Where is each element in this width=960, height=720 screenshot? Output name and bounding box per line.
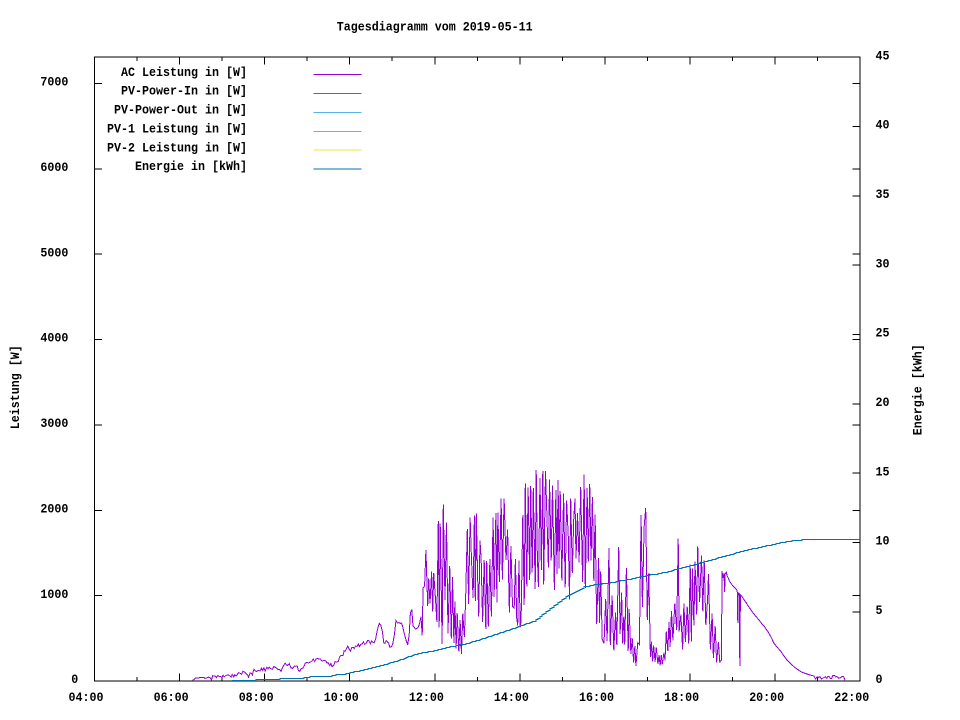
svg-text:PV-1 Leistung in [W]: PV-1 Leistung in [W] <box>107 122 247 137</box>
svg-text:0: 0 <box>876 672 883 687</box>
svg-text:16:00: 16:00 <box>579 690 614 705</box>
svg-text:14:00: 14:00 <box>494 690 529 705</box>
svg-text:PV-Power-In in [W]: PV-Power-In in [W] <box>121 84 247 99</box>
svg-text:10:00: 10:00 <box>324 690 359 705</box>
svg-text:Energie [kWh]: Energie [kWh] <box>910 344 925 435</box>
svg-text:4000: 4000 <box>40 331 68 346</box>
svg-text:40: 40 <box>876 118 890 133</box>
svg-text:5: 5 <box>876 603 883 618</box>
svg-text:1000: 1000 <box>40 587 68 602</box>
svg-text:35: 35 <box>876 187 890 202</box>
svg-text:6000: 6000 <box>40 160 68 175</box>
svg-text:15: 15 <box>876 464 890 479</box>
svg-text:30: 30 <box>876 256 890 271</box>
svg-text:2000: 2000 <box>40 502 68 517</box>
svg-text:7000: 7000 <box>40 75 68 90</box>
svg-text:20:00: 20:00 <box>749 690 784 705</box>
svg-text:Leistung [W]: Leistung [W] <box>8 345 23 429</box>
svg-text:45: 45 <box>876 48 890 63</box>
svg-text:18:00: 18:00 <box>664 690 699 705</box>
svg-text:Tagesdiagramm vom 2019-05-11: Tagesdiagramm vom 2019-05-11 <box>337 19 533 34</box>
svg-text:PV-2 Leistung in [W]: PV-2 Leistung in [W] <box>107 140 247 155</box>
svg-text:10: 10 <box>876 534 890 549</box>
svg-text:06:00: 06:00 <box>154 690 189 705</box>
svg-text:3000: 3000 <box>40 416 68 431</box>
svg-text:0: 0 <box>71 672 78 687</box>
svg-text:22:00: 22:00 <box>834 690 869 705</box>
svg-text:PV-Power-Out in [W]: PV-Power-Out in [W] <box>114 103 247 118</box>
svg-text:AC Leistung in [W]: AC Leistung in [W] <box>121 65 247 80</box>
svg-text:04:00: 04:00 <box>69 690 104 705</box>
svg-text:12:00: 12:00 <box>409 690 444 705</box>
svg-text:Energie in [kWh]: Energie in [kWh] <box>135 159 247 174</box>
svg-text:25: 25 <box>876 326 890 341</box>
svg-text:08:00: 08:00 <box>239 690 274 705</box>
svg-text:5000: 5000 <box>40 245 68 260</box>
svg-text:20: 20 <box>876 395 890 410</box>
